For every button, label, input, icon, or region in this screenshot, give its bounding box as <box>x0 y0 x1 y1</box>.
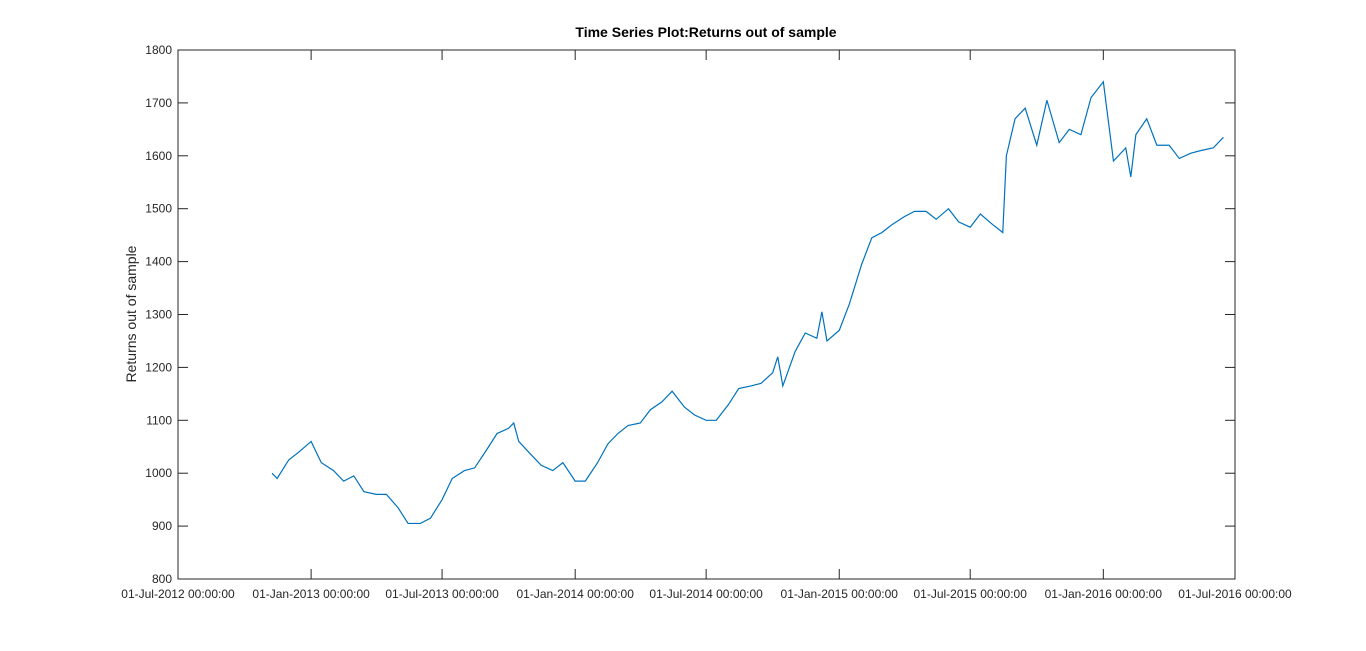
y-tick-label: 1200 <box>145 360 172 374</box>
x-tick-label: 01-Jan-2016 00:00:00 <box>1045 587 1163 601</box>
x-tick-label: 01-Jan-2013 00:00:00 <box>252 587 370 601</box>
y-tick-label: 800 <box>152 572 172 586</box>
y-axis-label: Returns out of sample <box>123 245 139 382</box>
y-tick-label: 900 <box>152 519 172 533</box>
x-tick-label: 01-Jul-2013 00:00:00 <box>385 587 499 601</box>
y-tick-label: 1800 <box>145 43 172 57</box>
x-tick-label: 01-Jul-2016 00:00:00 <box>1178 587 1292 601</box>
data-line <box>271 80 1224 525</box>
y-tick-label: 1600 <box>145 149 172 163</box>
y-tick-label: 1000 <box>145 466 172 480</box>
chart-title: Time Series Plot:Returns out of sample <box>575 24 836 40</box>
x-tick-label: 01-Jul-2014 00:00:00 <box>649 587 763 601</box>
y-tick-label: 1100 <box>146 413 172 427</box>
plot-area <box>177 49 1236 580</box>
y-tick-label: 1500 <box>145 202 172 216</box>
x-tick-label: 01-Jan-2014 00:00:00 <box>516 587 634 601</box>
y-tick-label: 1700 <box>145 96 172 110</box>
x-tick-label: 01-Jan-2015 00:00:00 <box>781 587 899 601</box>
y-tick-label: 1300 <box>145 308 172 322</box>
x-tick-label: 01-Jul-2012 00:00:00 <box>121 587 235 601</box>
x-tick-label: 01-Jul-2015 00:00:00 <box>913 587 1027 601</box>
y-tick-label: 1400 <box>145 255 172 269</box>
